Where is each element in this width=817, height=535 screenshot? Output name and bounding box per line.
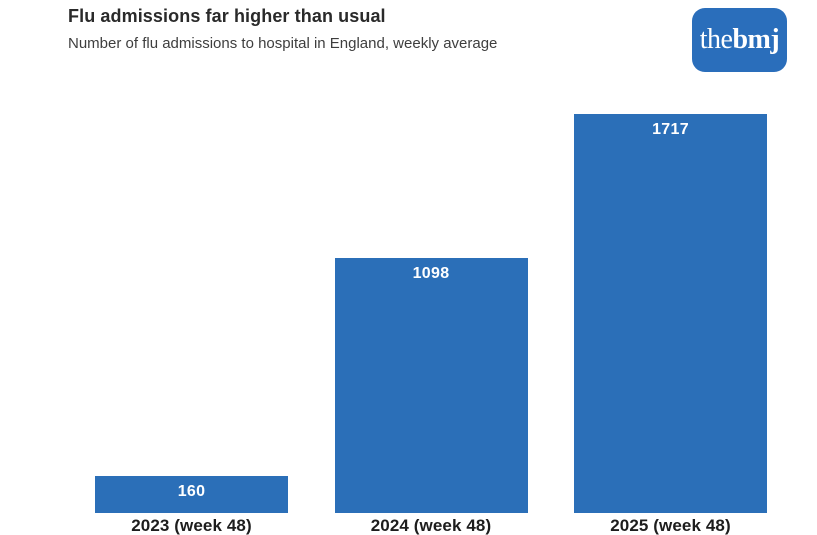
x-tick-label: 2024 (week 48) — [370, 516, 492, 535]
bmj-logo-text-bmj: bmj — [732, 24, 780, 55]
chart-subtitle: Number of flu admissions to hospital in … — [68, 35, 498, 52]
bar-chart: 160 2023 (week 48) 1098 2024 (week 48) 1717 2… — [95, 114, 767, 535]
bmj-logo: the bmj — [692, 8, 787, 72]
bar-column: 1098 2024 (week 48) — [334, 114, 528, 535]
bar-value-label: 1098 — [412, 265, 450, 282]
x-tick-label: 2023 (week 48) — [131, 516, 252, 535]
bar-value-label: 1717 — [652, 121, 689, 138]
bmj-logo-text-the: the — [699, 24, 733, 55]
bar: 1098 — [334, 258, 528, 513]
bar-value-label: 160 — [177, 483, 206, 500]
chart-title: Flu admissions far higher than usual — [68, 6, 386, 26]
bar-column: 1717 2025 (week 48) — [574, 114, 767, 535]
x-tick-label: 2025 (week 48) — [610, 516, 731, 535]
bar: 160 — [95, 476, 288, 513]
bar-column: 160 2023 (week 48) — [95, 114, 288, 535]
bar: 1717 — [574, 114, 767, 513]
